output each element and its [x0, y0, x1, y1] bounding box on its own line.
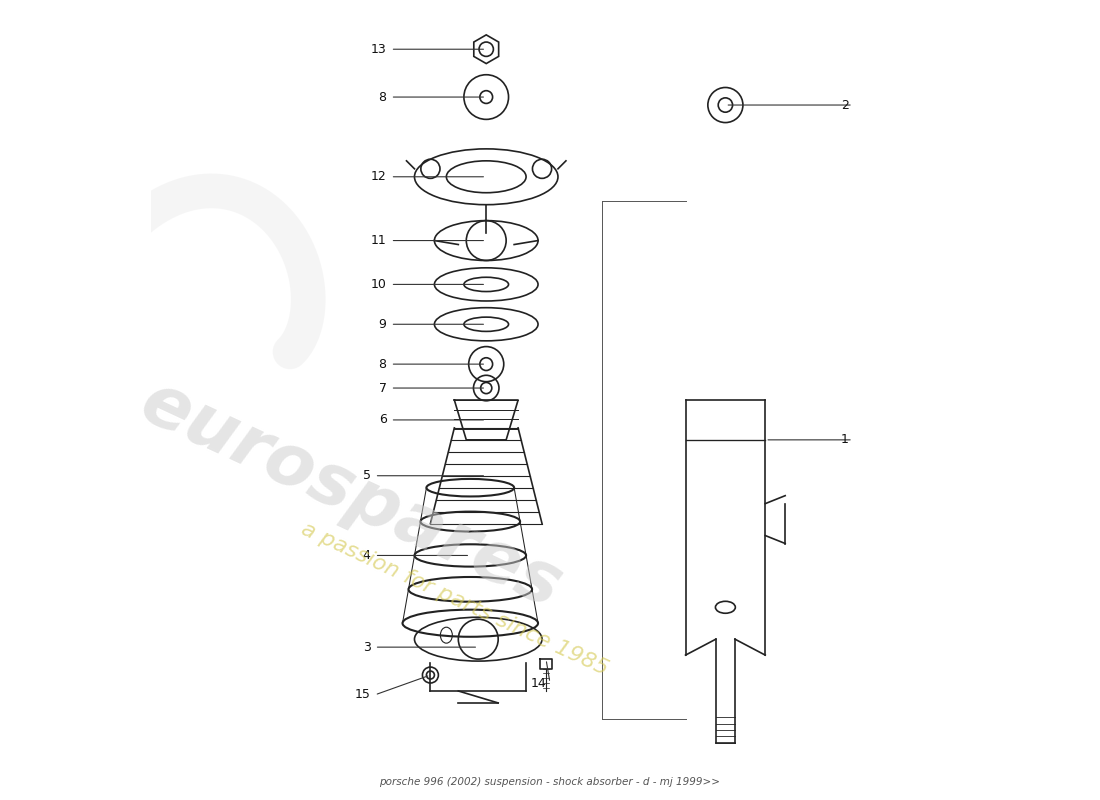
Text: 1: 1: [842, 434, 849, 446]
Text: a passion for parts since 1985: a passion for parts since 1985: [298, 519, 610, 679]
Text: 8: 8: [378, 358, 386, 370]
Text: 10: 10: [371, 278, 386, 291]
Text: eurospares: eurospares: [129, 368, 572, 623]
Text: 6: 6: [378, 414, 386, 426]
Text: 12: 12: [371, 170, 386, 183]
Text: 9: 9: [378, 318, 386, 330]
Text: 15: 15: [354, 689, 371, 702]
Text: 3: 3: [363, 641, 371, 654]
Text: 4: 4: [363, 549, 371, 562]
Text: 14: 14: [530, 677, 546, 690]
Text: 13: 13: [371, 42, 386, 56]
Text: 11: 11: [371, 234, 386, 247]
Text: 8: 8: [378, 90, 386, 103]
Text: 5: 5: [363, 470, 371, 482]
Text: porsche 996 (2002) suspension - shock absorber - d - mj 1999>>: porsche 996 (2002) suspension - shock ab…: [379, 777, 720, 786]
Text: 2: 2: [842, 98, 849, 111]
Text: 7: 7: [378, 382, 386, 394]
